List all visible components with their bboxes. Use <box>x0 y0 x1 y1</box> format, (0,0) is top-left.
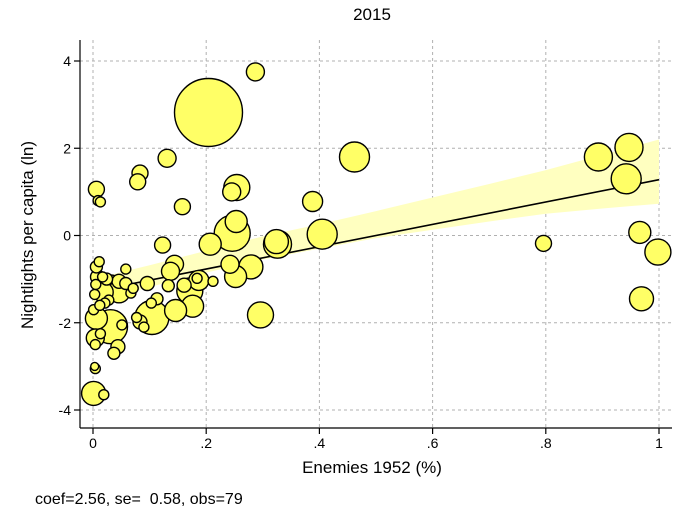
data-point <box>130 311 143 324</box>
data-point <box>628 220 652 245</box>
data-point <box>161 279 176 293</box>
fit-line <box>92 178 660 293</box>
data-point <box>89 338 102 351</box>
axes: 0 .2 .4 .6 .8 1 -4 -2 0 2 4 <box>59 40 672 451</box>
y-tick-label: 2 <box>63 140 71 156</box>
data-point <box>583 142 614 172</box>
data-point <box>173 197 192 216</box>
data-point <box>138 321 150 333</box>
data-point <box>614 132 644 163</box>
data-point <box>306 218 338 250</box>
data-point <box>191 272 203 284</box>
data-point <box>246 301 275 329</box>
data-point <box>98 389 110 401</box>
data-point <box>90 278 102 291</box>
confidence-band <box>93 139 659 304</box>
data-point <box>116 319 128 331</box>
confidence-band-area <box>93 139 659 304</box>
data-point <box>198 232 222 256</box>
data-point <box>89 361 100 372</box>
x-tick-label: 0 <box>89 435 97 451</box>
y-axis-title: Nightlights per capita (ln) <box>18 141 37 329</box>
data-point <box>88 288 101 301</box>
data-point <box>94 328 107 340</box>
data-point <box>263 228 290 255</box>
y-tick-label: 4 <box>63 53 71 69</box>
y-tick-label: -2 <box>59 315 72 331</box>
data-point <box>145 297 158 309</box>
data-point <box>157 148 177 169</box>
x-tick-label: .2 <box>200 435 212 451</box>
regression-line <box>92 178 660 293</box>
data-point <box>153 236 172 254</box>
data-point <box>628 286 655 312</box>
data-point <box>94 196 107 208</box>
chart-title: 2015 <box>353 5 391 24</box>
data-point <box>610 163 642 195</box>
data-point <box>107 346 121 360</box>
data-point <box>93 256 105 268</box>
x-tick-label: .8 <box>540 435 552 451</box>
data-point <box>173 77 244 148</box>
data-points <box>80 62 672 407</box>
data-point <box>220 254 240 274</box>
data-point <box>87 180 106 199</box>
data-point <box>120 263 132 275</box>
data-point <box>160 261 181 281</box>
x-axis-title: Enemies 1952 (%) <box>302 458 442 477</box>
data-point <box>338 141 371 173</box>
data-point <box>163 298 188 323</box>
data-point <box>221 182 242 202</box>
data-point <box>224 209 248 234</box>
plot-area <box>80 40 672 428</box>
data-point <box>644 238 672 266</box>
y-tick-label: -4 <box>59 402 72 418</box>
data-point <box>245 62 266 82</box>
regression-footnote: coef=2.56, se= 0.58, obs=79 <box>35 491 243 508</box>
data-point <box>301 190 324 213</box>
data-point <box>94 299 106 311</box>
data-point <box>96 271 109 283</box>
data-point <box>127 282 139 294</box>
data-point <box>534 234 553 253</box>
data-point <box>139 275 156 292</box>
data-point <box>176 277 192 293</box>
data-point <box>207 275 219 287</box>
y-tick-label: 0 <box>63 228 71 244</box>
x-tick-label: .6 <box>427 435 439 451</box>
x-tick-label: .4 <box>314 435 326 451</box>
x-tick-label: 1 <box>655 435 663 451</box>
data-point <box>128 173 147 191</box>
